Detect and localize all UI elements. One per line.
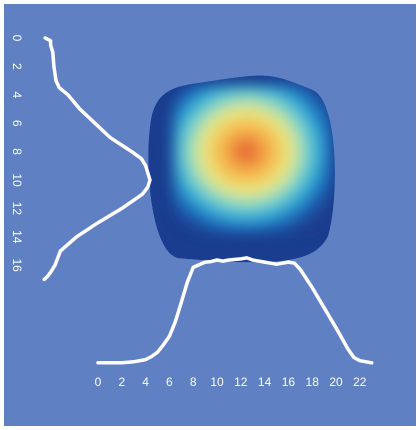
x-tick-label: 22 <box>353 375 367 389</box>
y-tick-label: 0 <box>10 35 24 42</box>
y-tick-label: 4 <box>10 91 24 98</box>
chart-svg: 0 2 4 6 8 10 12 14 16 18 20 22 0 2 4 6 8 10 12 14 16 <box>4 4 416 426</box>
chart-figure: 0 2 4 6 8 10 12 14 16 18 20 22 0 2 4 6 8 10 12 14 16 <box>4 4 416 426</box>
y-axis-ticks: 0 2 4 6 8 10 12 14 16 <box>10 35 24 273</box>
x-tick-label: 14 <box>258 375 272 389</box>
x-tick-label: 10 <box>210 375 224 389</box>
y-tick-label: 16 <box>10 259 24 273</box>
x-tick-label: 8 <box>190 375 197 389</box>
x-profile-curve <box>96 256 374 365</box>
heatmap-intensity-core <box>173 85 332 232</box>
x-tick-label: 18 <box>306 375 320 389</box>
y-profile-curve <box>42 36 152 282</box>
x-tick-label: 2 <box>118 375 125 389</box>
y-tick-label: 2 <box>10 63 24 70</box>
x-axis-ticks: 0 2 4 6 8 10 12 14 16 18 20 22 <box>95 375 367 389</box>
y-tick-label: 10 <box>10 173 24 187</box>
y-tick-label: 8 <box>10 148 24 155</box>
y-tick-label: 6 <box>10 120 24 127</box>
x-tick-label: 6 <box>166 375 173 389</box>
x-tick-label: 16 <box>282 375 296 389</box>
x-tick-label: 4 <box>142 375 149 389</box>
x-tick-label: 20 <box>329 375 343 389</box>
x-tick-label: 12 <box>234 375 248 389</box>
y-tick-label: 14 <box>10 230 24 244</box>
y-tick-label: 12 <box>10 202 24 216</box>
x-tick-label: 0 <box>95 375 102 389</box>
